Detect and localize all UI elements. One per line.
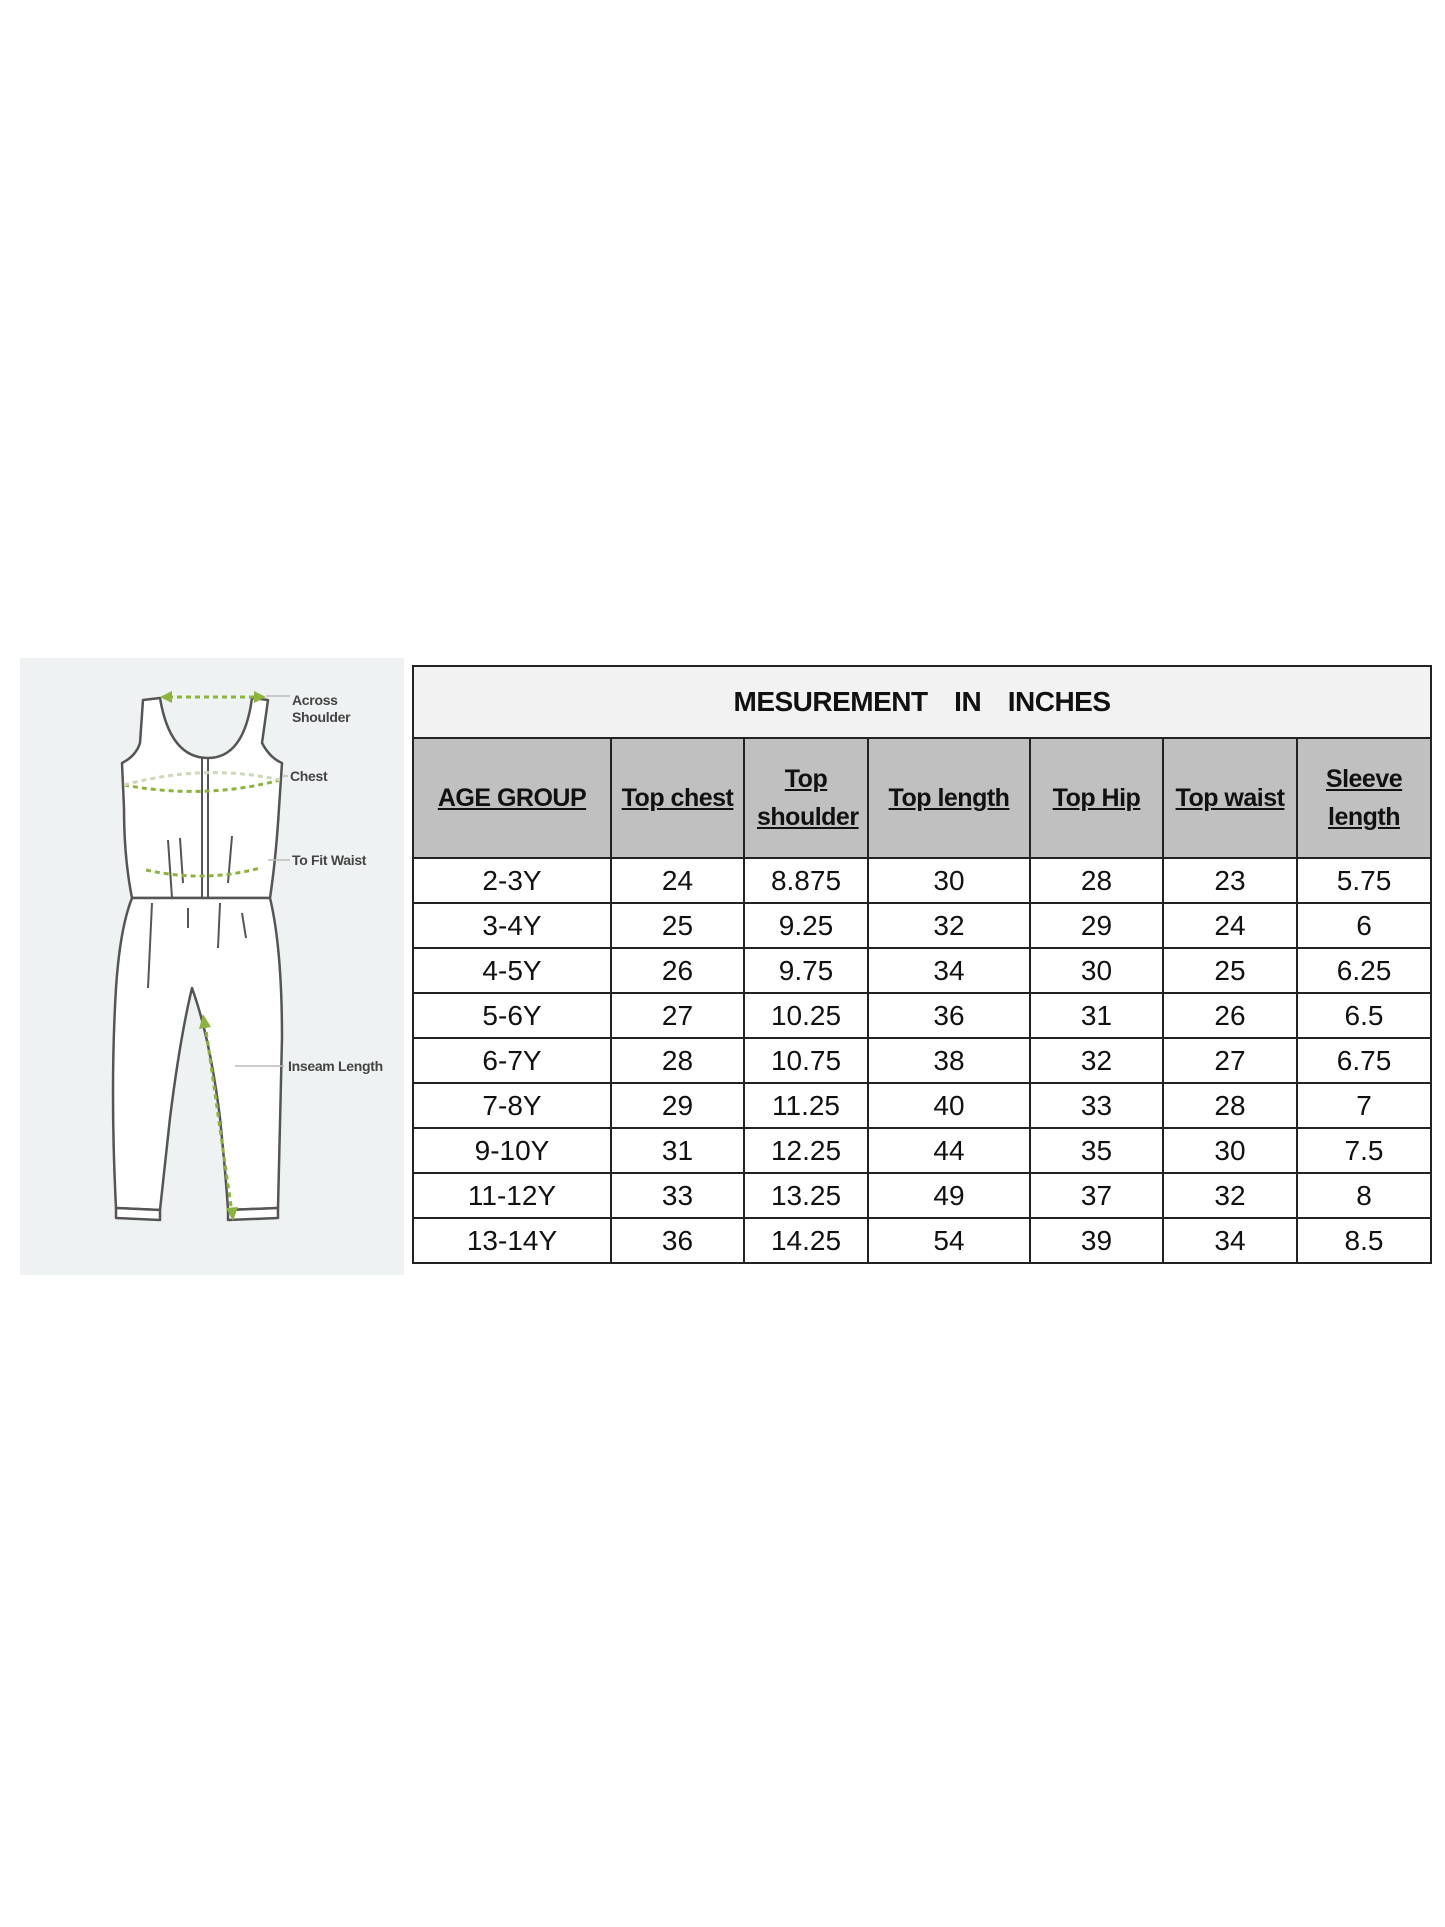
chest-label: Chest xyxy=(290,768,328,784)
table-row: 4-5Y 26 9.75 34 30 25 6.25 xyxy=(412,947,1433,994)
measurement-cell: 10.25 xyxy=(743,992,869,1039)
measurement-cell: 8.875 xyxy=(743,857,869,904)
table-row: 2-3Y 24 8.875 30 28 23 5.75 xyxy=(412,857,1433,904)
measurement-cell: 5.75 xyxy=(1295,857,1433,904)
waist-label: To Fit Waist xyxy=(292,852,367,868)
measurement-cell: 27 xyxy=(610,992,745,1039)
measurement-cell: 8.5 xyxy=(1295,1217,1433,1264)
column-header: Top Hip xyxy=(1029,737,1164,859)
measurement-cell: 28 xyxy=(1029,857,1164,904)
measurement-cell: 54 xyxy=(867,1217,1031,1264)
jumpsuit-measurement-diagram: Across Shoulder Chest To Fit Waist Insea… xyxy=(20,658,404,1275)
measurement-cell: 34 xyxy=(1162,1217,1298,1264)
measurement-cell: 26 xyxy=(1162,992,1298,1039)
measurement-cell: 29 xyxy=(1029,902,1164,949)
measurement-cell: 24 xyxy=(1162,902,1298,949)
measurement-cell: 24 xyxy=(610,857,745,904)
measurement-cell: 33 xyxy=(1029,1082,1164,1129)
measurement-cell: 31 xyxy=(1029,992,1164,1039)
measurement-cell: 36 xyxy=(867,992,1031,1039)
age-group-cell: 3-4Y xyxy=(412,902,612,949)
measurement-cell: 30 xyxy=(1029,947,1164,994)
measurement-cell: 14.25 xyxy=(743,1217,869,1264)
age-group-cell: 5-6Y xyxy=(412,992,612,1039)
measurement-cell: 13.25 xyxy=(743,1172,869,1219)
measurement-cell: 23 xyxy=(1162,857,1298,904)
measurement-cell: 31 xyxy=(610,1127,745,1174)
column-header: AGE GROUP xyxy=(412,737,612,859)
age-group-cell: 13-14Y xyxy=(412,1217,612,1264)
table-row: 7-8Y 29 11.25 40 33 28 7 xyxy=(412,1082,1433,1129)
measurement-cell: 27 xyxy=(1162,1037,1298,1084)
measurement-cell: 25 xyxy=(610,902,745,949)
measurement-cell: 7 xyxy=(1295,1082,1433,1129)
table-title: MESUREMENT IN INCHES xyxy=(411,665,1433,739)
measurement-cell: 25 xyxy=(1162,947,1298,994)
jumpsuit-illustration xyxy=(111,691,290,1222)
column-header: Top waist xyxy=(1162,737,1298,859)
size-chart-table: MESUREMENT IN INCHES AGE GROUP Top chest T… xyxy=(411,665,1433,1264)
age-group-cell: 9-10Y xyxy=(412,1127,612,1174)
measurement-cell: 10.75 xyxy=(743,1037,869,1084)
measurement-cell: 6 xyxy=(1295,902,1433,949)
table-row: 9-10Y 31 12.25 44 35 30 7.5 xyxy=(412,1127,1433,1174)
table-row: 6-7Y 28 10.75 38 32 27 6.75 xyxy=(412,1037,1433,1084)
measurement-cell: 29 xyxy=(610,1082,745,1129)
measurement-cell: 12.25 xyxy=(743,1127,869,1174)
column-header: Top chest xyxy=(610,737,745,859)
measurement-cell: 34 xyxy=(867,947,1031,994)
measurement-cell: 6.5 xyxy=(1295,992,1433,1039)
measurement-cell: 32 xyxy=(867,902,1031,949)
column-header: Top shoulder xyxy=(743,737,869,859)
measurement-cell: 7.5 xyxy=(1295,1127,1433,1174)
measurement-cell: 49 xyxy=(867,1172,1031,1219)
measurement-cell: 26 xyxy=(610,947,745,994)
measurement-cell: 32 xyxy=(1029,1037,1164,1084)
measurement-cell: 28 xyxy=(610,1037,745,1084)
table-row: 3-4Y 25 9.25 32 29 24 6 xyxy=(412,902,1433,949)
table-row: 13-14Y 36 14.25 54 39 34 8.5 xyxy=(412,1217,1433,1264)
table-row: 5-6Y 27 10.25 36 31 26 6.5 xyxy=(412,992,1433,1039)
age-group-cell: 2-3Y xyxy=(412,857,612,904)
measurement-cell: 37 xyxy=(1029,1172,1164,1219)
measurement-cell: 40 xyxy=(867,1082,1031,1129)
measurement-cell: 36 xyxy=(610,1217,745,1264)
measurement-cell: 9.75 xyxy=(743,947,869,994)
across-shoulder-label: Across Shoulder xyxy=(292,692,351,725)
measurement-cell: 28 xyxy=(1162,1082,1298,1129)
table-body: 2-3Y 24 8.875 30 28 23 5.75 3-4Y 25 9.25 32 29 24 6 4-… xyxy=(412,857,1433,1264)
age-group-cell: 4-5Y xyxy=(412,947,612,994)
title-row: MESUREMENT IN INCHES xyxy=(411,665,1433,739)
age-group-cell: 7-8Y xyxy=(412,1082,612,1129)
measurement-cell: 44 xyxy=(867,1127,1031,1174)
measurement-cell: 32 xyxy=(1162,1172,1298,1219)
age-group-cell: 11-12Y xyxy=(412,1172,612,1219)
measurement-cell: 8 xyxy=(1295,1172,1433,1219)
measurement-cell: 35 xyxy=(1029,1127,1164,1174)
measurement-cell: 38 xyxy=(867,1037,1031,1084)
measurement-cell: 6.25 xyxy=(1295,947,1433,994)
measurement-cell: 33 xyxy=(610,1172,745,1219)
measurement-cell: 30 xyxy=(1162,1127,1298,1174)
age-group-cell: 6-7Y xyxy=(412,1037,612,1084)
header-row: AGE GROUP Top chest Top shoulder Top length… xyxy=(412,737,1433,859)
inseam-label: Inseam Length xyxy=(288,1058,383,1074)
measurement-cell: 39 xyxy=(1029,1217,1164,1264)
measurement-cell: 6.75 xyxy=(1295,1037,1433,1084)
measurement-cell: 30 xyxy=(867,857,1031,904)
measurement-cell: 11.25 xyxy=(743,1082,869,1129)
column-header: Sleeve length xyxy=(1295,737,1433,859)
column-header: Top length xyxy=(867,737,1031,859)
table-row: 11-12Y 33 13.25 49 37 32 8 xyxy=(412,1172,1433,1219)
measurement-cell: 9.25 xyxy=(743,902,869,949)
